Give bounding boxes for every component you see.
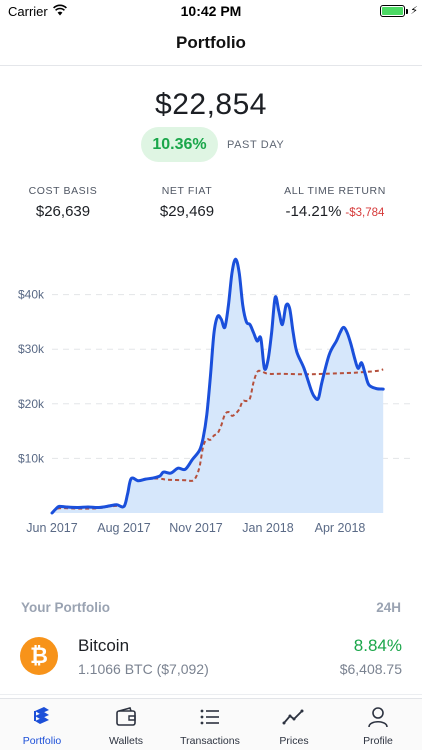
all-time-return-label: ALL TIME RETURN — [284, 185, 386, 197]
all-time-return-percent: -14.21% — [285, 203, 342, 220]
portfolio-value-line — [50, 257, 385, 515]
tab-label: Profile — [363, 735, 393, 747]
battery-cap — [406, 9, 408, 14]
net-fiat-label: NET FIAT — [161, 185, 213, 197]
portfolio-section-title: Your Portfolio — [21, 600, 110, 615]
wallet-icon — [116, 707, 136, 726]
portfolio-area — [52, 259, 384, 513]
battery-icon — [380, 5, 405, 17]
page-title: Portfolio — [176, 33, 246, 52]
tab-label: Prices — [279, 735, 309, 747]
tab-portfolio[interactable]: Portfolio — [0, 699, 84, 750]
navigation-bar: Portfolio — [0, 22, 422, 66]
list-icon — [200, 709, 219, 725]
carrier-label: Carrier — [8, 4, 48, 19]
y-tick-label: $10k — [18, 451, 45, 465]
asset-price: $6,408.75 — [339, 661, 402, 677]
tab-bar: Portfolio Wallets Transactions Prices Pr… — [0, 698, 422, 750]
x-tick-label: Jan 2018 — [242, 521, 293, 535]
bitcoin-icon: ₿ — [20, 637, 58, 675]
x-tick-label: Aug 2017 — [97, 521, 151, 535]
asset-change: 8.84% — [353, 636, 402, 655]
status-bar: Carrier 10:42 PM ⚡ — [0, 0, 422, 22]
cost-basis-label: COST BASIS — [28, 185, 98, 197]
wifi-icon — [53, 4, 67, 16]
tab-wallets[interactable]: Wallets — [84, 699, 168, 750]
tab-label: Transactions — [180, 735, 240, 747]
asset-name: Bitcoin — [78, 636, 130, 655]
x-tick-label: Jun 2017 — [26, 521, 77, 535]
profile-icon — [368, 707, 388, 728]
clock: 10:42 PM — [180, 3, 242, 19]
net-fiat-value: $29,469 — [159, 203, 215, 220]
y-tick-label: $20k — [18, 397, 45, 411]
y-tick-label: $40k — [18, 288, 45, 302]
x-tick-label: Nov 2017 — [169, 521, 223, 535]
trend-icon — [282, 709, 304, 725]
y-tick-label: $30k — [18, 342, 45, 356]
cost-basis-line — [51, 368, 384, 514]
asset-row-bitcoin[interactable]: ₿ Bitcoin 1.1066 BTC ($7,092) 8.84% $6,4… — [0, 625, 422, 695]
tab-transactions[interactable]: Transactions — [168, 699, 252, 750]
portfolio-balance: $22,854 — [155, 88, 267, 121]
asset-holding: 1.1066 BTC ($7,092) — [78, 661, 209, 677]
portfolio-chart[interactable]: $40k $30k $20k $10k Jun 2017 Aug 2017 Nov 2017… — [0, 240, 422, 540]
x-tick-label: Apr 2018 — [315, 521, 366, 535]
change-percent-badge: 10.36% — [141, 127, 218, 162]
tab-label: Portfolio — [22, 735, 62, 747]
charging-icon: ⚡ — [410, 5, 418, 17]
all-time-return-amount: -$3,784 — [345, 207, 385, 219]
all-time-return-value: -14.21% -$3,784 — [272, 203, 398, 220]
portfolio-period-label[interactable]: 24H — [376, 600, 401, 615]
tab-prices[interactable]: Prices — [252, 699, 336, 750]
cost-basis-value: $26,639 — [35, 203, 91, 220]
tab-profile[interactable]: Profile — [336, 699, 420, 750]
change-period-label: PAST DAY — [227, 139, 285, 151]
tab-label: Wallets — [108, 735, 144, 747]
portfolio-icon — [34, 707, 49, 724]
